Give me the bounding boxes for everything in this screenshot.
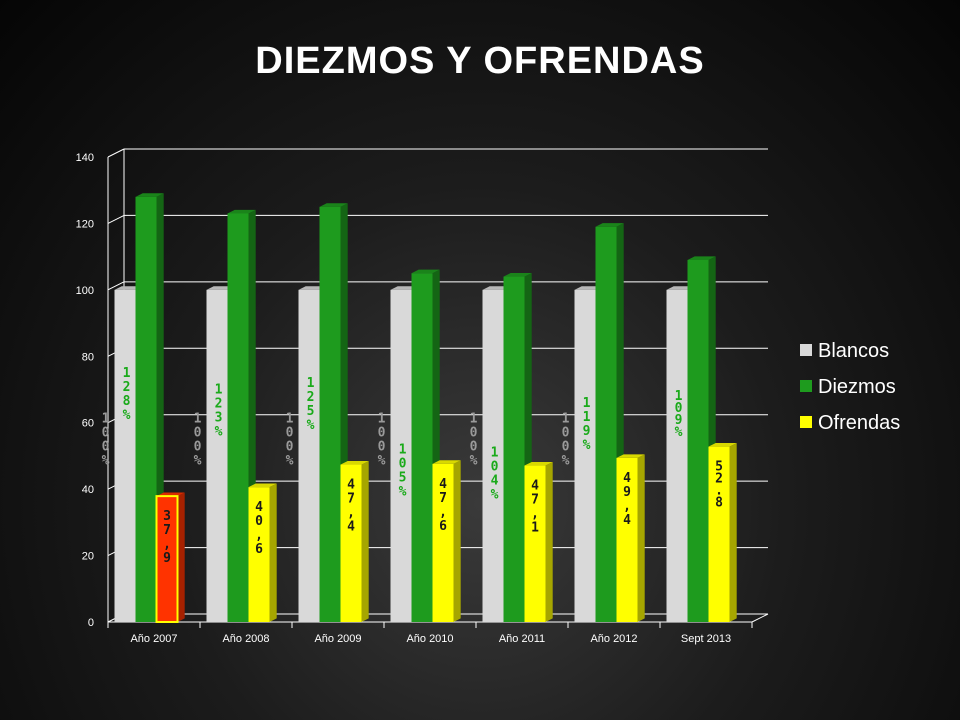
data-label-diezmos-0: 1 2 8%	[123, 366, 131, 423]
bar-top	[708, 443, 737, 447]
x-category-label: Año 2008	[222, 633, 269, 645]
data-label-diezmos-3: 1 0 5%	[399, 442, 407, 499]
legend-swatch-diezmos	[800, 380, 812, 392]
bar-front	[411, 273, 433, 622]
y-tick-label: 100	[76, 285, 94, 297]
y-tick-label: 0	[88, 617, 94, 629]
legend-swatch-ofrendas	[800, 416, 812, 428]
bar-top	[616, 454, 645, 458]
y-tick-label: 40	[82, 484, 94, 496]
data-label-diezmos-2: 1 2 5%	[307, 376, 315, 433]
gridline-side	[107, 148, 125, 158]
bar-front	[616, 457, 638, 622]
y-tick-label: 60	[82, 418, 94, 430]
data-labels: 1 0 0 % 1 2 8 % 3 7, 9 1 0 0 % 1 2 3 % 4 0, 6 1 0 0 % 1 2 5 % 4 7, 4 1 0 0%…	[102, 366, 724, 566]
bar-ofrendas-2	[340, 460, 369, 622]
legend-swatch-blancos	[800, 344, 812, 356]
bar-side	[545, 461, 553, 622]
bar-front	[248, 487, 270, 622]
x-category-label: Año 2011	[499, 633, 545, 645]
data-label-blancos-2: 1 0 0%	[286, 412, 294, 469]
bar-front	[390, 289, 412, 622]
bar-ofrendas-0	[155, 492, 185, 623]
y-tick-label: 20	[82, 551, 94, 563]
data-label-diezmos-4: 1 0 4%	[491, 446, 499, 503]
bar-front	[432, 463, 454, 622]
bar-front	[482, 289, 504, 622]
bar-ofrendas-3	[432, 460, 461, 622]
x-category-label: Año 2010	[406, 633, 453, 645]
bar-top	[248, 483, 277, 488]
bar-front	[340, 464, 362, 622]
x-category-label: Año 2012	[590, 633, 637, 645]
bar-top	[503, 272, 532, 277]
bar-top	[524, 461, 553, 466]
floor-side	[751, 613, 769, 623]
bar-front	[155, 495, 179, 623]
bar-ofrendas-6	[708, 443, 737, 622]
bar-front	[319, 206, 341, 623]
x-category-label: Sept 2013	[681, 633, 731, 645]
bar-ofrendas-5	[616, 454, 645, 622]
bar-front	[687, 259, 709, 622]
bar-ofrendas-1	[248, 483, 277, 622]
bar-front	[708, 446, 730, 622]
bar-top	[319, 203, 348, 207]
data-label-diezmos-5: 1 1 9%	[583, 396, 591, 453]
x-category-label: Año 2007	[130, 633, 177, 645]
bar-front	[298, 289, 320, 622]
gridline-side	[107, 214, 125, 224]
data-label-diezmos-1: 1 2 3%	[215, 382, 223, 439]
bar-side	[177, 492, 185, 622]
bar-front	[595, 226, 617, 622]
data-label-diezmos-6: 1 0 9%	[675, 389, 683, 440]
bar-top	[432, 460, 461, 464]
slide-title: DIEZMOS Y OFRENDAS	[255, 40, 705, 82]
bar-front	[503, 276, 525, 622]
bar-top	[135, 193, 164, 197]
data-label-blancos-4: 1 0 0%	[470, 412, 478, 469]
legend-label-ofrendas: Ofrendas	[818, 412, 900, 434]
data-label-blancos-3: 1 0 0%	[378, 412, 386, 469]
bar-side	[637, 454, 645, 622]
y-tick-label: 120	[76, 218, 94, 230]
bar-front	[524, 465, 546, 622]
bar-ofrendas-4	[524, 461, 553, 622]
bar-front	[206, 289, 228, 622]
bar-top	[595, 223, 624, 227]
bar-front	[227, 213, 249, 622]
bar-front	[135, 196, 157, 622]
x-category-label: Año 2009	[314, 633, 361, 645]
gridline-side	[107, 281, 125, 291]
bar-front	[574, 289, 596, 622]
bar-side	[453, 460, 461, 622]
bar-side	[269, 483, 277, 622]
legend: Blancos Diezmos Ofrendas	[800, 340, 900, 434]
bar-top	[227, 209, 256, 214]
bars	[114, 193, 737, 623]
bar-top	[411, 269, 440, 274]
data-label-blancos-5: 1 0 0%	[562, 412, 570, 469]
legend-label-blancos: Blancos	[818, 340, 889, 362]
bar-top	[687, 256, 716, 260]
legend-label-diezmos: Diezmos	[818, 376, 896, 398]
bar-side	[361, 460, 369, 622]
bar-side	[729, 443, 737, 622]
bar-front	[114, 289, 136, 622]
bar-top	[340, 460, 369, 465]
y-tick-label: 80	[82, 351, 94, 363]
y-tick-label: 140	[76, 152, 94, 164]
data-label-blancos-0: 1 0 0%	[102, 412, 110, 469]
data-label-blancos-1: 1 0 0%	[194, 412, 202, 469]
bar-front	[666, 289, 688, 622]
